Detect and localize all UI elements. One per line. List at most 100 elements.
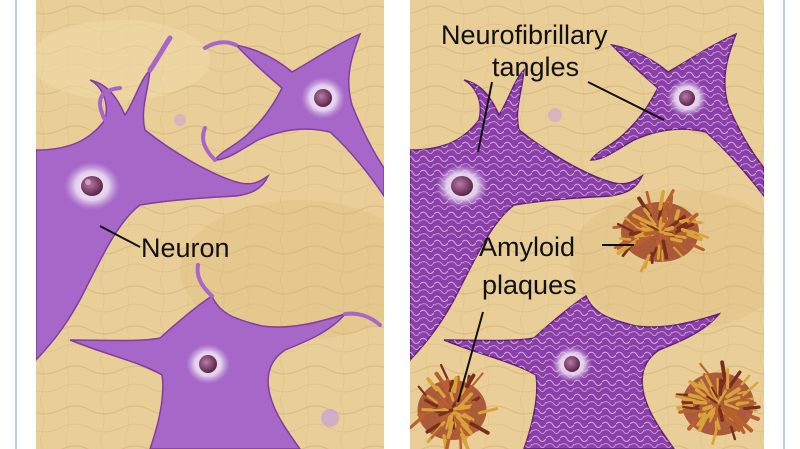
plaque-fiber: [446, 420, 455, 440]
plaque-fiber: [453, 409, 471, 416]
plaque-fiber: [720, 406, 730, 418]
plaque-fiber: [645, 190, 654, 213]
plaque-fiber: [656, 244, 661, 260]
plaque-fiber: [745, 413, 760, 421]
plaque-fiber: [718, 378, 723, 396]
neuron-label: Neuron: [141, 233, 230, 263]
leader-lines: [457, 81, 665, 403]
plaque-fiber: [690, 242, 705, 252]
plaque-fiber: [453, 403, 472, 411]
plaque-fiber: [742, 381, 759, 397]
healthy-neuron: [36, 35, 270, 362]
plaque-fiber: [629, 218, 643, 229]
plaque-fiber: [668, 194, 674, 210]
plaque-fiber: [672, 239, 688, 253]
plaque-fiber: [733, 416, 746, 435]
plaque-fiber: [682, 405, 700, 410]
healthy-neuron: [69, 263, 382, 449]
plaque-fiber: [678, 409, 699, 414]
diseased-tissue-panel: [410, 0, 764, 449]
plaque-fiber: [717, 389, 727, 404]
plaque-fiber: [696, 413, 707, 427]
plaque-fiber: [442, 434, 448, 449]
plaque-fiber: [725, 418, 741, 433]
plaque-fiber: [635, 236, 650, 244]
plaque-fiber: [469, 421, 490, 435]
plaque-fiber: [730, 425, 737, 441]
plaque-fiber: [477, 407, 499, 415]
neuron-leader-line: [99, 225, 141, 248]
plaque-fiber: [455, 414, 469, 429]
tangled-neuron: [410, 68, 644, 362]
plaque-fiber: [737, 390, 747, 395]
plaque-fiber: [618, 237, 632, 241]
plaque-fiber: [430, 426, 443, 439]
plaque-fiber: [437, 395, 452, 409]
plaque-fiber: [691, 220, 703, 225]
plaque-fiber: [417, 412, 430, 417]
plaque-fiber: [457, 392, 474, 410]
plaque-fiber: [702, 404, 714, 411]
plaque-fiber: [674, 209, 681, 221]
plaques-label-line2: plaques: [482, 270, 577, 300]
plaque-fiber: [426, 394, 438, 404]
plaque-fiber: [459, 432, 470, 449]
plaque-fiber: [714, 404, 719, 422]
plaque-fiber: [633, 231, 645, 239]
plaque-fiber: [661, 215, 673, 232]
plaque-fiber: [417, 385, 427, 396]
plaque-fiber: [455, 412, 462, 418]
plaque-fiber: [724, 409, 738, 423]
plaque-fiber: [639, 253, 651, 273]
plaque-fiber: [723, 395, 741, 404]
plaque-fiber: [658, 189, 666, 211]
plaque-fiber: [435, 385, 446, 398]
plaque-fiber: [686, 232, 703, 242]
plaque-fiber: [646, 223, 659, 232]
plaque-fiber: [669, 237, 683, 243]
plaque-fiber: [616, 222, 634, 233]
plaque-fiber: [410, 414, 425, 429]
plaque-fiber: [639, 222, 654, 231]
plaque-fiber: [445, 378, 450, 391]
plaque-fiber: [674, 222, 695, 234]
plaque-fiber: [661, 239, 669, 260]
plaque-fiber: [740, 374, 751, 386]
plaque-fiber: [717, 405, 725, 422]
plaque-fiber: [424, 398, 439, 408]
plaque-fiber: [716, 377, 720, 395]
plaque-fiber: [643, 208, 657, 226]
plaque-fiber: [676, 222, 688, 231]
healthy-neuron: [201, 32, 384, 198]
plaque-fiber: [710, 386, 718, 398]
plaque-fiber: [725, 387, 741, 399]
plaque-fiber: [658, 216, 663, 231]
plaque-fiber: [464, 400, 476, 406]
plaque-fiber: [726, 407, 738, 415]
plaque-fiber: [426, 377, 439, 392]
plaque-fiber: [448, 379, 455, 393]
plaque-fiber: [709, 387, 720, 405]
plaque-fiber: [651, 246, 658, 258]
healthy-tissue-panel: [36, 0, 384, 449]
plaque-fiber: [674, 394, 696, 402]
plaque-fiber: [724, 402, 740, 410]
tangled-neuron: [589, 32, 764, 198]
plaque-fiber: [628, 230, 642, 236]
plaque-fiber: [743, 405, 761, 411]
plaque-fiber: [681, 400, 694, 405]
plaque-fiber: [467, 372, 484, 391]
tangles-label-line1: Neurofibrillary: [441, 20, 608, 50]
plaque-fiber: [458, 421, 467, 437]
plaque-fiber: [680, 227, 695, 235]
plaque-fiber: [693, 389, 710, 402]
tangles-label-line2: tangles: [492, 52, 580, 82]
plaque-fiber: [462, 412, 475, 422]
plaque-fiber: [659, 230, 673, 236]
plaque-fiber: [464, 373, 476, 389]
plaque-fiber: [731, 398, 751, 403]
plaque-fiber: [616, 237, 640, 255]
plaque-fiber: [711, 429, 718, 445]
